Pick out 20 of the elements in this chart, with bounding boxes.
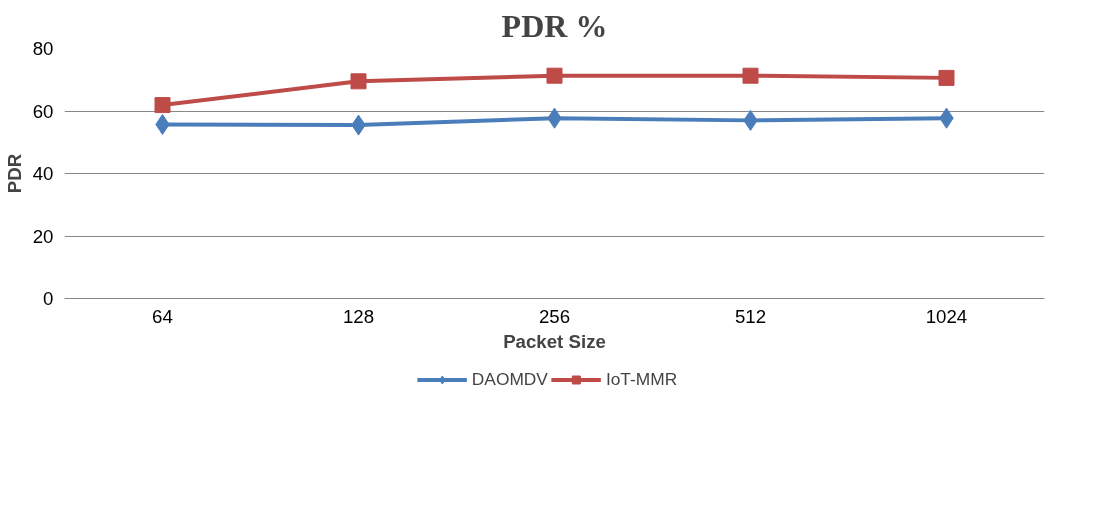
- y-axis-title: PDR: [3, 153, 25, 194]
- y-tick-label: 20: [32, 225, 54, 247]
- x-tick-label: 64: [152, 305, 173, 327]
- point: [546, 67, 563, 84]
- point: [154, 97, 171, 114]
- x-tick-label: 512: [734, 305, 767, 327]
- y-tick-label: 80: [32, 38, 54, 59]
- x-tick-label: 1024: [925, 305, 968, 327]
- x-axis-title: Packet Size: [503, 330, 606, 352]
- y-tick-label: 60: [32, 100, 54, 122]
- x-tick-label: 256: [538, 305, 571, 327]
- point: [742, 67, 759, 84]
- point: [350, 73, 367, 90]
- x-tick-label: 128: [342, 305, 375, 327]
- legend-label: DAOMDV: [471, 368, 548, 390]
- legend-label: IoT-MMR: [605, 368, 678, 390]
- chart-title: PDR %: [501, 7, 608, 44]
- y-tick-label: 40: [32, 163, 54, 184]
- point: [938, 69, 955, 86]
- y-tick-label: 0: [43, 288, 54, 309]
